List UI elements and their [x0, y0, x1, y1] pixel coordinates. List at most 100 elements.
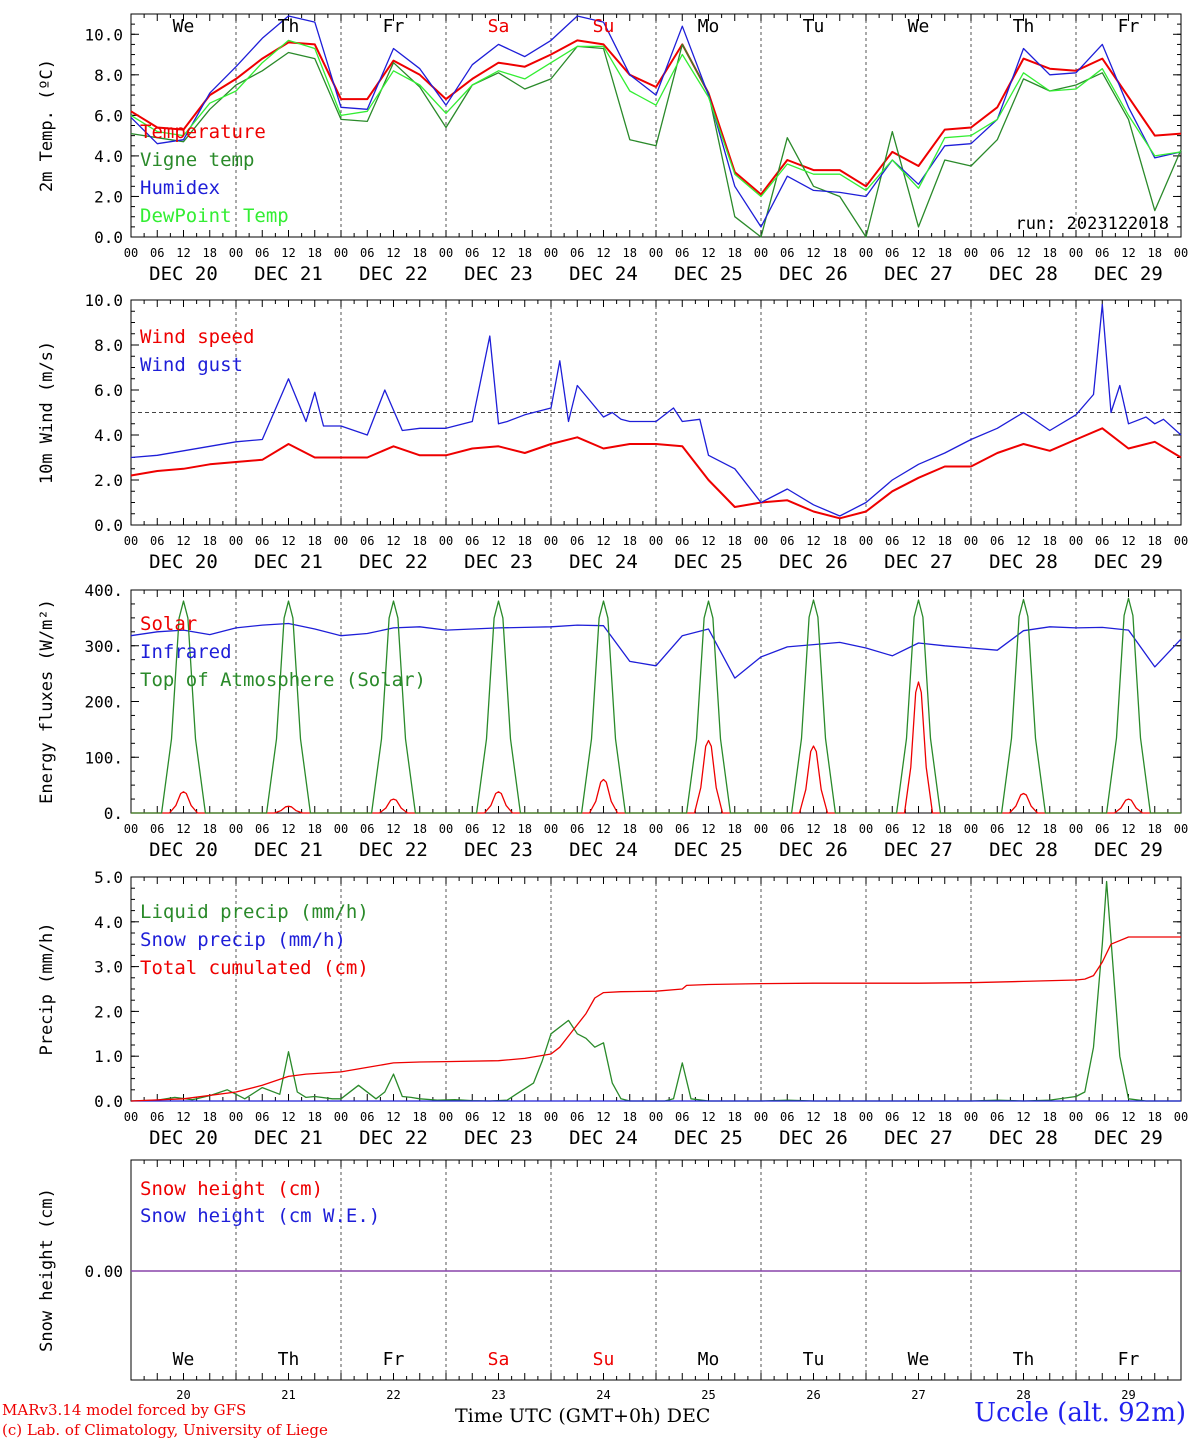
- temp-hour-label: 18: [413, 246, 427, 260]
- temp-hour-label: 12: [911, 246, 925, 260]
- precip-hour-label: 18: [938, 1110, 952, 1124]
- snow-day-number: 26: [806, 1388, 820, 1400]
- precip-date-label: DEC 24: [569, 1127, 638, 1149]
- precip-hour-label: 12: [1016, 1110, 1030, 1124]
- precip-hour-label: 12: [1121, 1110, 1135, 1124]
- flux-hour-label: 12: [806, 822, 820, 836]
- wind-hour-label: 12: [1016, 534, 1030, 548]
- temp-hour-label: 06: [780, 246, 794, 260]
- flux-hour-label: 12: [386, 822, 400, 836]
- flux-y-label: Energy fluxes (W/m²): [37, 599, 57, 804]
- wind-hour-label: 18: [938, 534, 952, 548]
- temp-hour-label: 00: [754, 246, 768, 260]
- temp-y-tick-label: 2.0: [94, 187, 123, 206]
- precip-hour-label: 06: [150, 1110, 164, 1124]
- snow-weekday-label: Su: [593, 1349, 615, 1370]
- temp-hour-label: 06: [990, 246, 1004, 260]
- temp-hour-label: 00: [334, 246, 348, 260]
- snow-weekday-label: Sa: [488, 1349, 510, 1370]
- wind-hour-label: 06: [780, 534, 794, 548]
- precip-date-label: DEC 22: [359, 1127, 428, 1149]
- flux-hour-label: 06: [885, 822, 899, 836]
- wind-hour-label: 06: [990, 534, 1004, 548]
- wind-y-tick-label: 10.0: [84, 291, 123, 310]
- wind-hour-label: 12: [596, 534, 610, 548]
- wind-hour-label: 06: [570, 534, 584, 548]
- temp-y-tick-label: 6.0: [94, 106, 123, 125]
- precip-hour-label: 06: [465, 1110, 479, 1124]
- precip-hour-label: 18: [728, 1110, 742, 1124]
- temp-date-label: DEC 27: [884, 263, 953, 285]
- precip-hour-label: 18: [413, 1110, 427, 1124]
- precip-y-tick-label: 1.0: [94, 1047, 123, 1066]
- temp-hour-label: 12: [386, 246, 400, 260]
- flux-hour-label: 18: [623, 822, 637, 836]
- temp-series-line: [130, 39, 1182, 196]
- temp-hour-label: 18: [728, 246, 742, 260]
- snow-weekday-label: Th: [1013, 1349, 1035, 1370]
- flux-date-label: DEC 23: [464, 839, 533, 861]
- precip-date-label: DEC 20: [149, 1127, 218, 1149]
- temp-hour-label: 06: [885, 246, 899, 260]
- precip-hour-label: 06: [1095, 1110, 1109, 1124]
- precip-hour-label: 12: [281, 1110, 295, 1124]
- flux-hour-label: 00: [229, 822, 243, 836]
- temp-hour-label: 12: [281, 246, 295, 260]
- temp-date-label: DEC 28: [989, 263, 1058, 285]
- flux-hour-label: 18: [1148, 822, 1162, 836]
- snow-day-number: 24: [596, 1388, 610, 1400]
- temp-hour-label: 06: [360, 246, 374, 260]
- precip-date-label: DEC 28: [989, 1127, 1058, 1149]
- wind-date-label: DEC 27: [884, 551, 953, 573]
- precip-hour-label: 00: [124, 1110, 138, 1124]
- temp-frame: [130, 13, 1182, 238]
- temp-hour-label: 12: [701, 246, 715, 260]
- flux-date-label: DEC 27: [884, 839, 953, 861]
- temp-legend-2: Humidex: [140, 177, 220, 199]
- temp-date-label: DEC 23: [464, 263, 533, 285]
- snow-weekday-label: We: [908, 1349, 930, 1370]
- flux-y-tick-label: 100.: [84, 748, 123, 767]
- credit-line-lab: (c) Lab. of Climatology, University of L…: [2, 1421, 328, 1439]
- precip-date-label: DEC 25: [674, 1127, 743, 1149]
- wind-legend-0: Wind speed: [140, 326, 254, 348]
- temp-date-label: DEC 22: [359, 263, 428, 285]
- flux-hour-label: 12: [176, 822, 190, 836]
- temp-weekday-label: Fr: [1118, 16, 1140, 37]
- precip-hour-label: 00: [859, 1110, 873, 1124]
- temp-hour-label: 18: [203, 246, 217, 260]
- wind-hour-label: 18: [1148, 534, 1162, 548]
- precip-hour-label: 12: [491, 1110, 505, 1124]
- temp-hour-label: 06: [570, 246, 584, 260]
- wind-hour-label: 06: [150, 534, 164, 548]
- wind-date-label: DEC 25: [674, 551, 743, 573]
- wind-hour-label: 00: [649, 534, 663, 548]
- flux-y-tick-label: 300.: [84, 637, 123, 656]
- flux-hour-label: 18: [728, 822, 742, 836]
- snow-day-number: 25: [701, 1388, 715, 1400]
- precip-hour-label: 06: [255, 1110, 269, 1124]
- precip-y-tick-label: 5.0: [94, 868, 123, 887]
- snow-day-number: 23: [491, 1388, 505, 1400]
- precip-hour-label: 18: [833, 1110, 847, 1124]
- precip-hour-label: 06: [570, 1110, 584, 1124]
- wind-hour-label: 06: [465, 534, 479, 548]
- flux-hour-label: 12: [911, 822, 925, 836]
- precip-date-label: DEC 27: [884, 1127, 953, 1149]
- temp-date-label: DEC 24: [569, 263, 638, 285]
- temp-series-line: [130, 15, 1182, 228]
- temp-hour-label: 06: [1095, 246, 1109, 260]
- snow-day-number: 20: [176, 1388, 190, 1400]
- temp-hour-label: 18: [518, 246, 532, 260]
- wind-date-label: DEC 22: [359, 551, 428, 573]
- precip-hour-label: 18: [1148, 1110, 1162, 1124]
- flux-hour-label: 18: [518, 822, 532, 836]
- flux-date-label: DEC 28: [989, 839, 1058, 861]
- precip-legend-1: Snow precip (mm/h): [140, 929, 346, 951]
- flux-hour-label: 06: [255, 822, 269, 836]
- snow-legend-0: Snow height (cm): [140, 1178, 323, 1200]
- wind-hour-label: 18: [413, 534, 427, 548]
- temp-hour-label: 18: [623, 246, 637, 260]
- wind-hour-label: 06: [255, 534, 269, 548]
- precip-hour-label: 00: [334, 1110, 348, 1124]
